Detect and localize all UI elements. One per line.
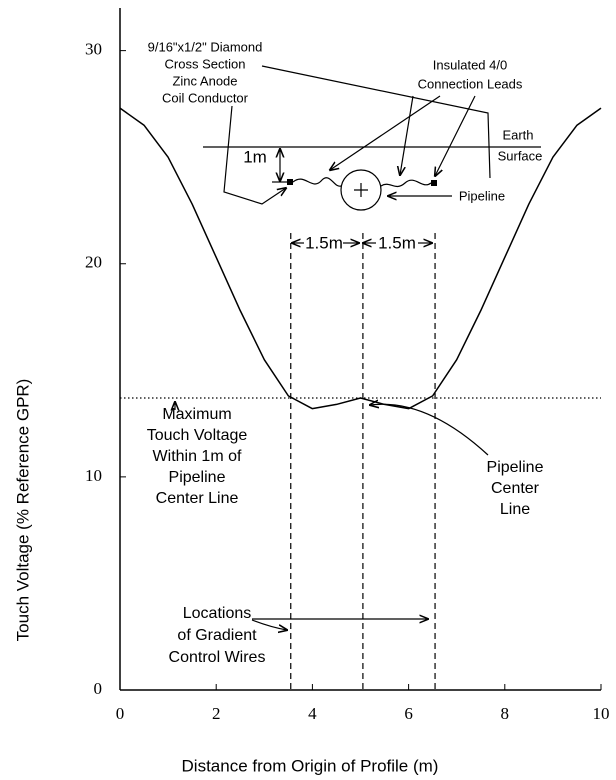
arrow [330,95,441,170]
annotation: Connection Leads [418,76,523,91]
annotation: Zinc Anode [172,73,237,88]
annotation: Pipeline [459,188,505,203]
annotation: Control Wires [169,649,266,666]
annotation: 1.5m [378,233,416,252]
x-tick-label: 4 [308,704,317,723]
annotation: Insulated 4/0 [433,57,507,72]
x-axis-label: Distance from Origin of Profile (m) [182,756,439,775]
y-tick-label: 0 [94,679,103,698]
annotation: Center Line [156,490,239,507]
plot-area: 0 10 20 30 0 2 4 6 8 10 [85,8,610,723]
pipeline-cross [354,183,368,197]
y-tick-label: 30 [85,40,102,59]
pipeline [340,169,382,211]
anode [431,180,437,186]
x-tick-label: 8 [501,704,510,723]
annotation: Within 1m of [153,448,242,465]
arrow [251,619,287,630]
annotations: 9/16"x1/2" Diamond Cross Section Zinc An… [147,39,544,666]
leader [261,65,491,179]
arrow [400,95,414,175]
arrow [435,95,476,176]
y-axis-label: Touch Voltage (% Reference GPR) [13,379,32,642]
annotation: 9/16"x1/2" Diamond [148,39,263,54]
annotation: Touch Voltage [147,427,248,444]
annotation: Coil Conductor [162,90,249,105]
x-tick-label: 10 [593,704,610,723]
annotation: Surface [498,148,543,163]
annotation: Earth [502,127,533,142]
annotation: Cross Section [165,56,246,71]
annotation: Pipeline [487,459,544,476]
arrow [223,105,286,205]
annotation: 1.5m [305,233,343,252]
y-tick-label: 20 [85,253,102,272]
annotation: Pipeline [169,469,226,486]
annotation: Center [491,480,540,497]
arrow [370,404,489,456]
annotation: Locations [183,605,252,622]
curve [119,107,602,410]
lead [380,179,432,188]
y-tick-label: 10 [85,466,102,485]
annotation: Maximum [162,406,231,423]
lead [292,177,342,187]
x-tick-label: 2 [212,704,221,723]
annotation: 1m [243,147,267,166]
x-tick-label: 0 [116,704,125,723]
anode [287,179,293,185]
annotation: of Gradient [177,627,257,644]
diagram [175,65,541,630]
annotation: Line [500,501,530,518]
x-tick-label: 6 [404,704,413,723]
